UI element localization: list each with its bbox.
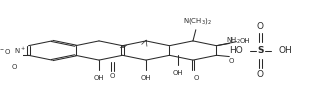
Text: O: O — [229, 58, 234, 64]
Text: O: O — [193, 75, 198, 81]
Text: $^-$O: $^-$O — [0, 47, 11, 56]
Text: O: O — [257, 70, 264, 79]
Text: O: O — [109, 73, 115, 79]
Text: OH: OH — [141, 75, 151, 81]
Text: OH: OH — [94, 75, 104, 81]
Text: S: S — [257, 46, 264, 55]
Text: NH$_2$: NH$_2$ — [226, 35, 241, 45]
Text: OH: OH — [240, 38, 250, 44]
Text: O: O — [11, 64, 17, 70]
Text: OH: OH — [278, 46, 292, 55]
Text: OH: OH — [172, 70, 183, 76]
Text: O: O — [257, 22, 264, 31]
Text: N(CH$_3$)$_2$: N(CH$_3$)$_2$ — [183, 16, 212, 26]
Text: HO: HO — [229, 46, 243, 55]
Text: N$^+$: N$^+$ — [14, 46, 26, 56]
